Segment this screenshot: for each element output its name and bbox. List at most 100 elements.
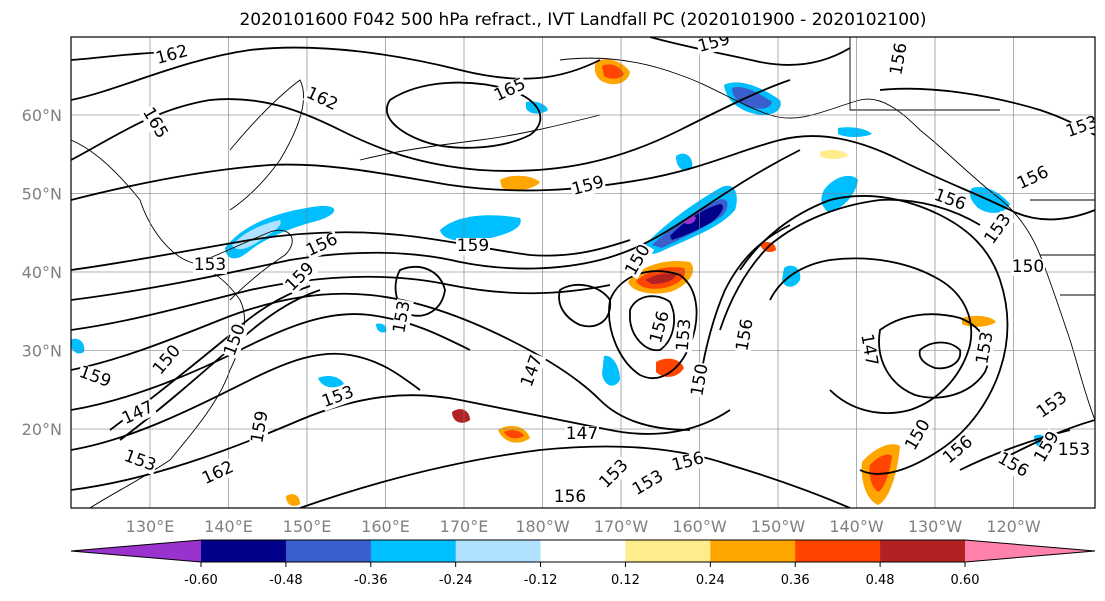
contour-label-bg <box>981 210 1016 249</box>
pos-patch-10 <box>286 494 300 506</box>
contour-line <box>385 81 542 149</box>
neg-patch-9 <box>838 127 872 137</box>
contour-label-bg <box>669 449 707 476</box>
contour-line <box>71 79 791 172</box>
colorbar-tick-label: -0.48 <box>269 573 303 588</box>
contour-label-bg <box>149 341 185 379</box>
lon-tick-label: 160°W <box>672 517 727 536</box>
contour-line <box>71 46 601 101</box>
pos-patch-2b <box>602 64 624 79</box>
contour-label: 147 <box>566 424 598 444</box>
contour-label-bg <box>1031 428 1064 467</box>
contour-line <box>699 224 791 381</box>
contour-label: 159 <box>457 236 489 256</box>
contour-label-bg <box>1011 259 1045 276</box>
contour-label-bg <box>75 363 114 392</box>
contour-label: 153 <box>194 255 226 275</box>
colorbar-tick-label: 0.12 <box>611 573 640 588</box>
contour-line <box>629 295 675 351</box>
colorbar-tick-label: -0.12 <box>524 573 558 588</box>
contour-label-bg <box>974 329 997 367</box>
latitude-tick-labels: 60°N 50°N 40°N 30°N 20°N <box>22 106 62 439</box>
neg-patch-11 <box>71 338 85 354</box>
contour-label-bg <box>282 259 319 296</box>
contour-label-bg <box>734 316 757 354</box>
colorbar-segment <box>795 540 881 562</box>
contour-label-bg <box>302 84 341 115</box>
contour-label: 153 <box>673 318 696 352</box>
contour-label-bg <box>491 75 530 106</box>
lat-tick-label: 30°N <box>22 342 62 361</box>
contour-label-bg <box>1063 113 1095 142</box>
lon-tick-label: 160°E <box>361 517 410 536</box>
colorbar: -0.60 -0.48 -0.36 -0.24 -0.12 0.12 0.24 0.36 0.4… <box>70 539 1096 588</box>
pos-patch-1c <box>645 273 676 284</box>
pos-patch-7 <box>500 175 540 190</box>
neg-patch-12 <box>676 153 693 171</box>
contour-line <box>769 257 973 414</box>
lat-tick-label: 50°N <box>22 185 62 204</box>
pos-patch-3b <box>504 430 524 439</box>
contour-label: 150 <box>1012 257 1044 277</box>
contour-label-bg <box>939 432 977 468</box>
lon-tick-label: 150°E <box>283 517 332 536</box>
coastlines <box>71 37 1095 508</box>
contour-line <box>558 283 611 328</box>
contour-line <box>71 149 801 301</box>
contour-label-bg <box>565 426 599 443</box>
contour-label-bg <box>518 352 547 391</box>
contour-label-bg <box>119 398 158 429</box>
colorbar-tick-label: 0.60 <box>951 573 980 588</box>
contour-line <box>394 266 446 317</box>
lat-tick-label: 20°N <box>22 420 62 439</box>
contour-label-bg <box>1033 388 1072 423</box>
contour-label-bg <box>674 317 695 353</box>
contour-line <box>71 275 611 331</box>
contour-label-bg <box>1014 163 1053 194</box>
lon-tick-label: 180°W <box>515 517 570 536</box>
contour-line <box>71 313 471 411</box>
contour-label-bg <box>993 449 1032 482</box>
contour-line <box>719 198 981 331</box>
asia-coast <box>71 139 245 508</box>
contour-line <box>649 37 851 66</box>
contour-label-bg <box>193 257 227 274</box>
lon-tick-label: 170°E <box>440 517 489 536</box>
lon-tick-label: 130°E <box>126 517 175 536</box>
lon-tick-label: 140°E <box>204 517 253 536</box>
pos-patch-6 <box>656 358 684 377</box>
lon-tick-label: 170°W <box>594 517 649 536</box>
neg-patch-core-3 <box>670 204 723 240</box>
neg-patch-core-4 <box>683 215 696 225</box>
contour-label-bg <box>138 104 171 143</box>
contour-line <box>299 445 851 508</box>
lon-tick-label: 130°W <box>908 517 963 536</box>
contour-label-bg <box>689 361 712 399</box>
contour-label-bg <box>622 241 655 280</box>
contour-label-bg <box>249 408 272 446</box>
colorbar-tick-label: -0.24 <box>439 573 473 588</box>
contour-label-bg <box>391 298 414 336</box>
contour-label-bg <box>930 186 969 215</box>
contour-line <box>71 352 421 451</box>
colorbar-extend-low <box>71 540 201 562</box>
colorbar-segment <box>710 540 796 562</box>
contour-label-bg <box>303 230 342 261</box>
neg-patch-5 <box>602 355 620 386</box>
colorbar-tick-label: 0.24 <box>696 573 725 588</box>
map-frame <box>70 36 1096 509</box>
contour-label-bg <box>553 489 587 506</box>
colorbar-segment <box>455 540 542 562</box>
pos-patch-4 <box>452 409 470 423</box>
contour-line <box>71 292 691 431</box>
colorbar-segment <box>201 540 287 562</box>
contour-label-bg <box>221 321 250 360</box>
lon-tick-label: 120°W <box>986 517 1041 536</box>
colorbar-segment <box>625 540 711 562</box>
longitude-tick-labels: 130°E 140°E 150°E 160°E 170°E 180°W 170°W 160°W… <box>126 517 1041 536</box>
contour-label: 156 <box>554 487 586 507</box>
colorbar-segment <box>370 540 457 562</box>
